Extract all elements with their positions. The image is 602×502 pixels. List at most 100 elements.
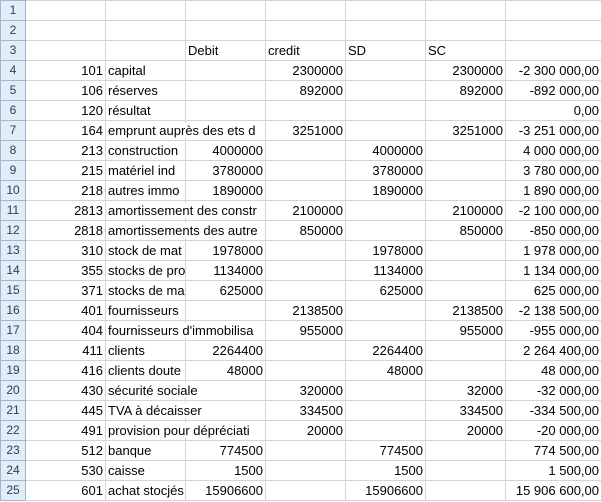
cell[interactable]: TVA à décaisser <box>105 400 204 421</box>
cell[interactable] <box>105 20 186 41</box>
cell[interactable]: 15906600 <box>185 480 266 501</box>
cell[interactable] <box>345 220 426 241</box>
cell[interactable]: 1978000 <box>345 240 426 261</box>
cell[interactable]: 1 978 000,00 <box>505 240 602 261</box>
cell[interactable]: -334 500,00 <box>505 400 602 421</box>
cell[interactable] <box>265 0 346 21</box>
cell[interactable]: capital <box>105 60 186 81</box>
cell[interactable]: 15906600 <box>345 480 426 501</box>
row-header[interactable]: 2 <box>0 20 26 41</box>
cell[interactable]: provision pour dépréciati <box>105 420 252 441</box>
cell[interactable] <box>345 120 426 141</box>
cell[interactable]: -2 300 000,00 <box>505 60 602 81</box>
cell[interactable]: -2 100 000,00 <box>505 200 602 221</box>
cell[interactable] <box>425 140 506 161</box>
row-header[interactable]: 1 <box>0 0 26 21</box>
cell[interactable]: 2138500 <box>265 300 346 321</box>
cell[interactable]: 491 <box>25 420 106 441</box>
cell[interactable]: amortissements des autre <box>105 220 260 241</box>
row-header[interactable]: 4 <box>0 60 26 81</box>
cell[interactable]: 955000 <box>425 320 506 341</box>
cell[interactable] <box>505 20 602 41</box>
cell[interactable] <box>265 20 346 41</box>
cell[interactable]: 416 <box>25 360 106 381</box>
cell[interactable]: 625000 <box>345 280 426 301</box>
cell[interactable]: 2264400 <box>185 340 266 361</box>
cell[interactable] <box>25 0 106 21</box>
cell[interactable] <box>345 0 426 21</box>
cell[interactable] <box>345 320 426 341</box>
cell[interactable]: 2813 <box>25 200 106 221</box>
cell[interactable]: 1134000 <box>185 260 266 281</box>
cell[interactable]: 2138500 <box>425 300 506 321</box>
cell[interactable] <box>345 380 426 401</box>
cell[interactable]: 445 <box>25 400 106 421</box>
cell[interactable] <box>265 140 346 161</box>
cell[interactable]: 3780000 <box>185 160 266 181</box>
cell[interactable]: -892 000,00 <box>505 80 602 101</box>
row-header[interactable]: 24 <box>0 460 26 481</box>
cell[interactable] <box>265 260 346 281</box>
cell[interactable]: construction <box>105 140 186 161</box>
cell[interactable]: 101 <box>25 60 106 81</box>
cell[interactable]: SC <box>425 40 506 61</box>
cell[interactable]: 0,00 <box>505 100 602 121</box>
cell[interactable] <box>425 240 506 261</box>
row-header[interactable]: 9 <box>0 160 26 181</box>
cell[interactable]: 1 500,00 <box>505 460 602 481</box>
cell[interactable]: SD <box>345 40 426 61</box>
cell[interactable] <box>345 80 426 101</box>
cell[interactable] <box>425 180 506 201</box>
cell[interactable] <box>425 360 506 381</box>
cell[interactable] <box>425 20 506 41</box>
cell[interactable] <box>105 40 186 61</box>
cell[interactable]: achat stocjés <box>105 480 186 501</box>
cell[interactable]: 106 <box>25 80 106 101</box>
cell[interactable]: 2100000 <box>425 200 506 221</box>
cell[interactable]: 32000 <box>425 380 506 401</box>
cell[interactable]: 20000 <box>265 420 346 441</box>
cell[interactable]: 1890000 <box>345 180 426 201</box>
cell[interactable]: 411 <box>25 340 106 361</box>
cell[interactable] <box>345 420 426 441</box>
cell[interactable]: -32 000,00 <box>505 380 602 401</box>
cell[interactable]: stocks de ma <box>105 280 186 301</box>
cell[interactable] <box>425 160 506 181</box>
cell[interactable] <box>345 20 426 41</box>
row-header[interactable]: 21 <box>0 400 26 421</box>
row-header[interactable]: 25 <box>0 480 26 501</box>
cell[interactable]: 892000 <box>265 80 346 101</box>
cell[interactable]: 850000 <box>425 220 506 241</box>
row-header[interactable]: 16 <box>0 300 26 321</box>
cell[interactable]: 310 <box>25 240 106 261</box>
cell[interactable] <box>265 180 346 201</box>
cell[interactable] <box>425 340 506 361</box>
cell[interactable] <box>345 60 426 81</box>
cell[interactable] <box>345 100 426 121</box>
cell[interactable]: 401 <box>25 300 106 321</box>
cell[interactable]: 3 780 000,00 <box>505 160 602 181</box>
cell[interactable]: 3780000 <box>345 160 426 181</box>
cell[interactable] <box>265 340 346 361</box>
cell[interactable]: stock de mat <box>105 240 186 261</box>
cell[interactable] <box>265 240 346 261</box>
cell[interactable]: 164 <box>25 120 106 141</box>
cell[interactable]: stocks de pro <box>105 260 186 281</box>
cell[interactable] <box>185 300 266 321</box>
row-header[interactable]: 11 <box>0 200 26 221</box>
row-header[interactable]: 17 <box>0 320 26 341</box>
cell[interactable]: 1 890 000,00 <box>505 180 602 201</box>
cell[interactable] <box>425 480 506 501</box>
row-header[interactable]: 23 <box>0 440 26 461</box>
row-header[interactable]: 20 <box>0 380 26 401</box>
row-header[interactable]: 12 <box>0 220 26 241</box>
cell[interactable]: sécurité sociale <box>105 380 200 401</box>
cell[interactable] <box>345 200 426 221</box>
cell[interactable]: 371 <box>25 280 106 301</box>
cell[interactable]: 625 000,00 <box>505 280 602 301</box>
cell[interactable]: fournisseurs d'immobilisa <box>105 320 256 341</box>
cell[interactable]: emprunt auprès des ets d <box>105 120 258 141</box>
cell[interactable] <box>345 400 426 421</box>
cell[interactable] <box>265 480 346 501</box>
cell[interactable]: banque <box>105 440 186 461</box>
